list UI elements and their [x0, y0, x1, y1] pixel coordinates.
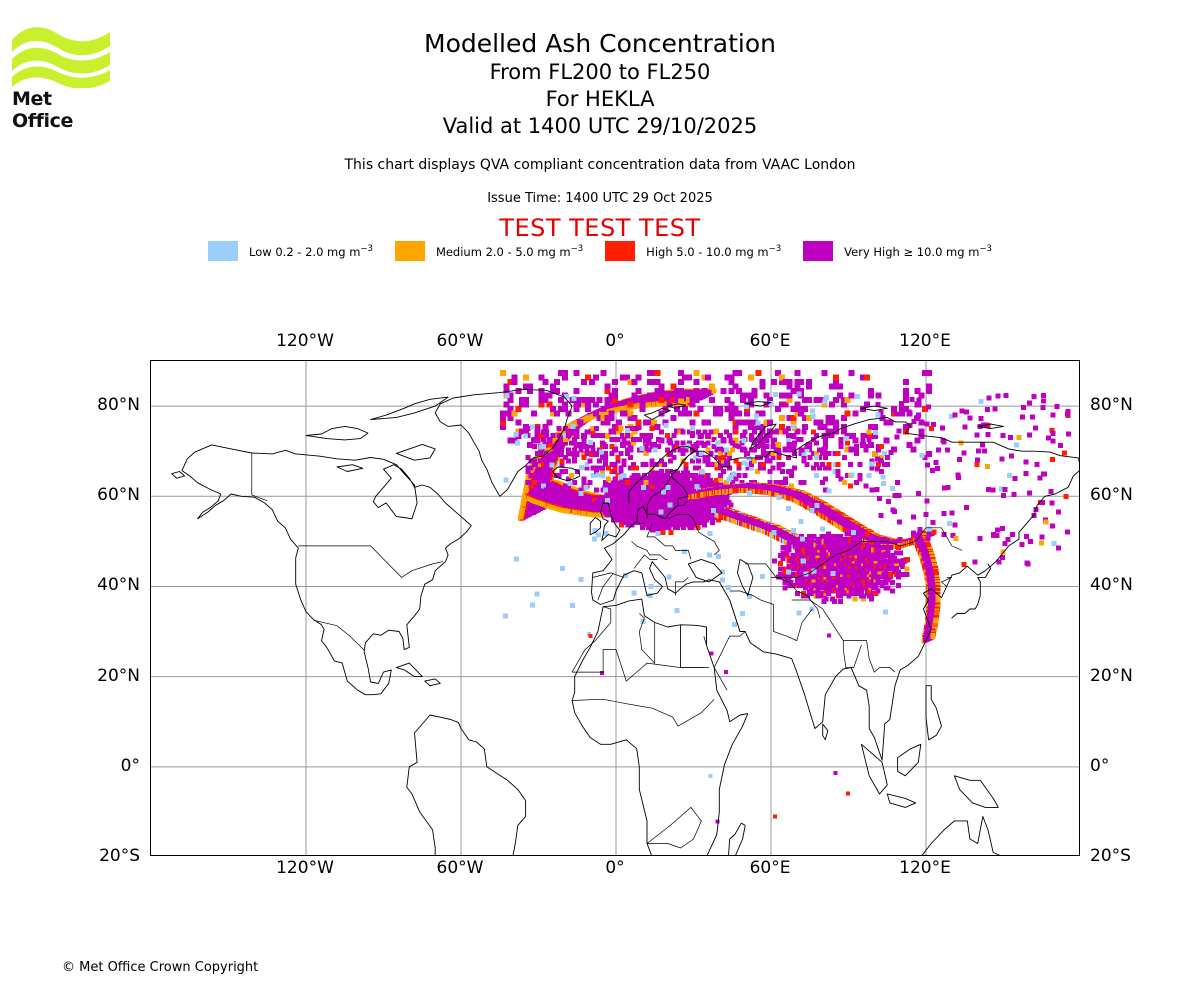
legend-label-low: Low 0.2 - 2.0 mg m−3 [249, 243, 373, 259]
legend-swatch-medium [394, 241, 425, 261]
legend-swatch-low [208, 241, 239, 261]
y-tick-label-left: 40°N [97, 575, 140, 596]
legend-label-medium: Medium 2.0 - 5.0 mg m−3 [435, 243, 584, 259]
met-office-wave-icon [12, 27, 110, 88]
y-tick-label-right: 0° [1090, 755, 1110, 776]
title-line-2: From FL200 to FL250 [489, 60, 711, 84]
x-tick-label-top: 120°W [276, 331, 334, 351]
test-banner: TEST TEST TEST [499, 214, 701, 242]
title-line-4: Valid at 1400 UTC 29/10/2025 [442, 114, 758, 138]
met-office-wordmark: Met Office [12, 88, 73, 132]
map-gridlines [151, 361, 1079, 855]
x-tick-label-top: 60°E [749, 331, 791, 351]
title-line-1: Modelled Ash Concentration [424, 29, 776, 58]
y-tick-label-left: 80°N [97, 395, 140, 416]
legend-item-very-high: Very High ≥ 10.0 mg m−3 [803, 241, 992, 261]
y-tick-label-right: 20°N [1090, 665, 1133, 686]
issue-time-text: Issue Time: 1400 UTC 29 Oct 2025 [487, 191, 713, 206]
y-tick-label-left: 0° [120, 755, 140, 776]
y-tick-label-right: 60°N [1090, 485, 1133, 506]
ash-concentration-map[interactable] [150, 360, 1080, 856]
map-frame[interactable] [150, 360, 1080, 856]
legend-item-low: Low 0.2 - 2.0 mg m−3 [208, 241, 373, 261]
y-tick-label-left: 20°N [97, 665, 140, 686]
x-tick-label-bottom: 0° [605, 858, 625, 878]
y-tick-label-left: 60°N [97, 485, 140, 506]
met-office-logo: Met Office [12, 26, 112, 132]
legend-item-medium: Medium 2.0 - 5.0 mg m−3 [394, 241, 584, 261]
legend-label-very-high: Very High ≥ 10.0 mg m−3 [844, 243, 992, 259]
concentration-legend: Low 0.2 - 2.0 mg m−3 Medium 2.0 - 5.0 mg… [0, 241, 1200, 261]
x-tick-label-bottom: 120°E [899, 858, 951, 878]
x-tick-label-top: 60°W [436, 331, 484, 351]
legend-item-high: High 5.0 - 10.0 mg m−3 [605, 241, 781, 261]
ash-concentration-field [499, 370, 1071, 824]
qva-compliance-note: This chart displays QVA compliant concen… [344, 157, 856, 173]
page-title: Modelled Ash Concentration From FL200 to… [0, 28, 1200, 140]
title-line-3: For HEKLA [545, 87, 655, 111]
y-tick-label-left: 20°S [99, 846, 140, 866]
x-tick-label-top: 120°E [899, 331, 951, 351]
y-tick-label-right: 40°N [1090, 575, 1133, 596]
x-tick-label-bottom: 120°W [276, 858, 334, 878]
map-country-borders [251, 450, 963, 849]
legend-swatch-very-high [803, 241, 834, 261]
legend-swatch-high [605, 241, 636, 261]
copyright-text: © Met Office Crown Copyright [62, 960, 259, 975]
x-tick-label-top: 0° [605, 331, 625, 351]
x-tick-label-bottom: 60°E [749, 858, 791, 878]
map-canvas [151, 361, 1079, 855]
y-tick-label-right: 80°N [1090, 395, 1133, 416]
legend-label-high: High 5.0 - 10.0 mg m−3 [646, 243, 782, 259]
y-tick-label-right: 20°S [1090, 846, 1131, 866]
x-tick-label-bottom: 60°W [436, 858, 484, 878]
